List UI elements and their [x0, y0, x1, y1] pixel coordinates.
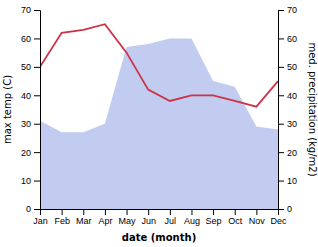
tick-mark — [235, 209, 236, 215]
tick-label: May — [119, 216, 137, 226]
tick-mark — [62, 209, 63, 215]
tick-mark — [34, 67, 40, 68]
tick-label: Mar — [76, 216, 92, 226]
tick-mark — [278, 10, 284, 11]
tick-label: 40 — [21, 91, 31, 101]
x-axis: Jan Feb Mar Apr May Jun Jul Aug Sep Oct Nov Dec — [33, 209, 287, 226]
tick-mark — [278, 124, 284, 125]
tick: 60 — [21, 34, 40, 44]
tick: 20 — [21, 148, 40, 158]
x-axis-title: date (month) — [122, 232, 196, 243]
tick-label: 10 — [287, 176, 297, 186]
tick-mark — [34, 38, 40, 39]
tick: 70 — [21, 5, 40, 15]
tick-label: 40 — [287, 91, 297, 101]
tick-label: Aug — [184, 216, 200, 226]
tick-label: Oct — [228, 216, 243, 226]
tick-label: Apr — [98, 216, 112, 226]
tick-label: 50 — [287, 62, 297, 72]
tick: 60 — [278, 34, 297, 44]
tick: 70 — [278, 5, 297, 15]
tick-label: Jun — [141, 216, 156, 226]
marks — [40, 24, 278, 209]
chart: JanFebMarAprMayJunJulAugSepOctNovDec0102… — [0, 0, 318, 247]
tick-mark — [191, 209, 192, 215]
tick: 30 — [21, 119, 40, 129]
tick-label: 0 — [26, 204, 31, 214]
tick-label: 30 — [287, 119, 297, 129]
tick-mark — [34, 209, 40, 210]
tick: Aug — [184, 209, 200, 226]
tick: 10 — [21, 176, 40, 186]
tick-mark — [278, 38, 284, 39]
tick-mark — [105, 209, 106, 215]
tick-label: Dec — [270, 216, 287, 226]
tick-mark — [34, 10, 40, 11]
axis-line — [41, 210, 279, 216]
tick-label: 10 — [21, 176, 31, 186]
tick-mark — [34, 152, 40, 153]
tick: Nov — [249, 209, 266, 226]
tick-mark — [213, 209, 214, 215]
tick-mark — [278, 67, 284, 68]
y-axis-title: max temp (C) — [2, 75, 13, 144]
tick-mark — [127, 209, 128, 215]
tick: 10 — [278, 176, 297, 186]
tick: 20 — [278, 148, 297, 158]
axis-line — [279, 11, 285, 210]
tick-label: Nov — [249, 216, 266, 226]
tick-mark — [256, 209, 257, 215]
tick: 30 — [278, 119, 297, 129]
tick-label: 20 — [287, 148, 297, 158]
area — [40, 38, 278, 209]
tick: 50 — [21, 62, 40, 72]
tick-mark — [278, 209, 284, 210]
tick: Jan — [33, 209, 48, 226]
tick-mark — [34, 95, 40, 96]
tick: Jul — [165, 209, 177, 226]
y-axis: 0 10 20 30 40 50 60 70 — [21, 5, 41, 214]
tick-mark — [148, 209, 149, 215]
tick-label: 20 — [21, 148, 31, 158]
tick-label: 60 — [21, 34, 31, 44]
tick-label: Sep — [206, 216, 222, 226]
plot-area: JanFebMarAprMayJunJulAugSepOctNovDec0102… — [21, 5, 297, 226]
line — [40, 24, 278, 106]
tick: 50 — [278, 62, 297, 72]
tick-label: 0 — [287, 204, 292, 214]
tick-mark — [278, 152, 284, 153]
tick: 40 — [278, 91, 297, 101]
tick-mark — [83, 209, 84, 215]
tick: May — [119, 209, 137, 226]
tick-label: 70 — [21, 5, 31, 15]
tick: Apr — [98, 209, 112, 226]
tick-label: Feb — [54, 216, 70, 226]
tick-label: 30 — [21, 119, 31, 129]
tick: Dec — [270, 209, 287, 226]
axis-line — [34, 11, 41, 210]
tick-mark — [170, 209, 171, 215]
tick: 40 — [21, 91, 40, 101]
tick: Feb — [54, 209, 70, 226]
tick-label: 60 — [287, 34, 297, 44]
tick-mark — [34, 181, 40, 182]
y2-axis: 0 10 20 30 40 50 60 70 — [278, 5, 297, 214]
tick-label: 70 — [287, 5, 297, 15]
tick: Jun — [141, 209, 156, 226]
y2-axis-title: med. precipitation (kg/m2) — [307, 42, 318, 176]
tick-mark — [278, 181, 284, 182]
tick: Sep — [206, 209, 222, 226]
tick: Oct — [228, 209, 243, 226]
tick-label: 50 — [21, 62, 31, 72]
tick: 0 — [26, 204, 40, 214]
tick-label: Jul — [165, 216, 177, 226]
tick-label: Jan — [33, 216, 48, 226]
tick: 0 — [278, 204, 292, 214]
tick-mark — [34, 124, 40, 125]
tick-mark — [278, 95, 284, 96]
tick: Mar — [76, 209, 92, 226]
